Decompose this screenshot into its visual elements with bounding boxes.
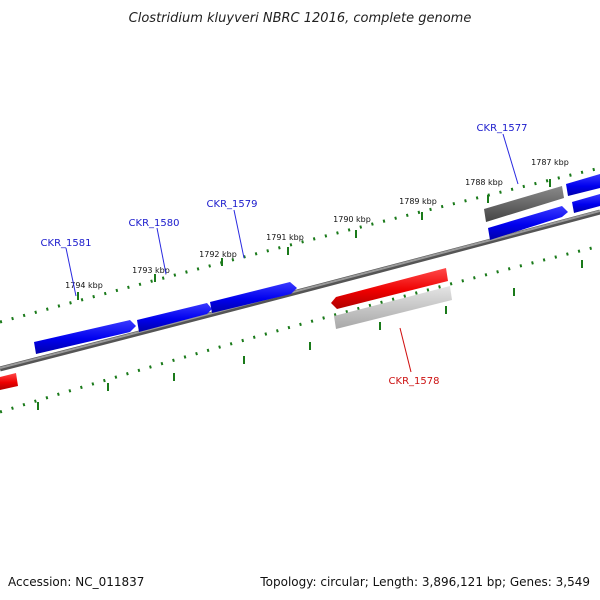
tick-label-1787: 1787 kbp	[531, 158, 569, 167]
tick-label-1791: 1791 kbp	[266, 233, 304, 242]
tick-label-1790: 1790 kbp	[333, 215, 371, 224]
genome-summary-text: Topology: circular; Length: 3,896,121 bp…	[259, 575, 590, 589]
gene-label-CKR_1581[interactable]: CKR_1581	[41, 238, 92, 249]
gene-CKR_1577-part-a[interactable]	[488, 206, 568, 240]
gene-CKR_1581[interactable]	[34, 320, 136, 354]
gene-label-CKR_1580[interactable]: CKR_1580	[129, 218, 180, 229]
gene-label-CKR_1579[interactable]: CKR_1579	[207, 199, 258, 210]
inner-tick-ring	[0, 244, 600, 414]
major-ticks	[77, 179, 551, 300]
tick-labels: 1787 kbp 1788 kbp 1789 kbp 1790 kbp 1791…	[65, 158, 569, 290]
tick-label-1793: 1793 kbp	[132, 266, 170, 275]
gene-label-CKR_1578[interactable]: CKR_1578	[389, 376, 440, 387]
gene-CKR_1579[interactable]	[210, 282, 297, 313]
gene-CKR_1577-part-b[interactable]	[566, 174, 600, 196]
gene-next-forward[interactable]	[572, 194, 600, 213]
tick-label-1788: 1788 kbp	[465, 178, 503, 187]
gene-label-leaders	[65, 133, 519, 373]
gene-CKR_1578[interactable]	[331, 268, 448, 309]
gene-reverse-edge[interactable]	[0, 373, 18, 390]
map-title: Clostridium kluyveri NBRC 12016, complet…	[129, 11, 472, 26]
tick-label-1789: 1789 kbp	[399, 197, 437, 206]
inner-major-ticks	[37, 260, 583, 410]
feature-light-gray[interactable]	[334, 286, 452, 329]
accession-text: Accession: NC_011837	[8, 575, 144, 589]
gene-CKR_1580[interactable]	[137, 303, 212, 332]
tick-label-1792: 1792 kbp	[199, 250, 237, 259]
tick-label-1794: 1794 kbp	[65, 281, 103, 290]
gene-label-CKR_1577[interactable]: CKR_1577	[477, 123, 528, 134]
feature-gray[interactable]	[484, 186, 564, 222]
